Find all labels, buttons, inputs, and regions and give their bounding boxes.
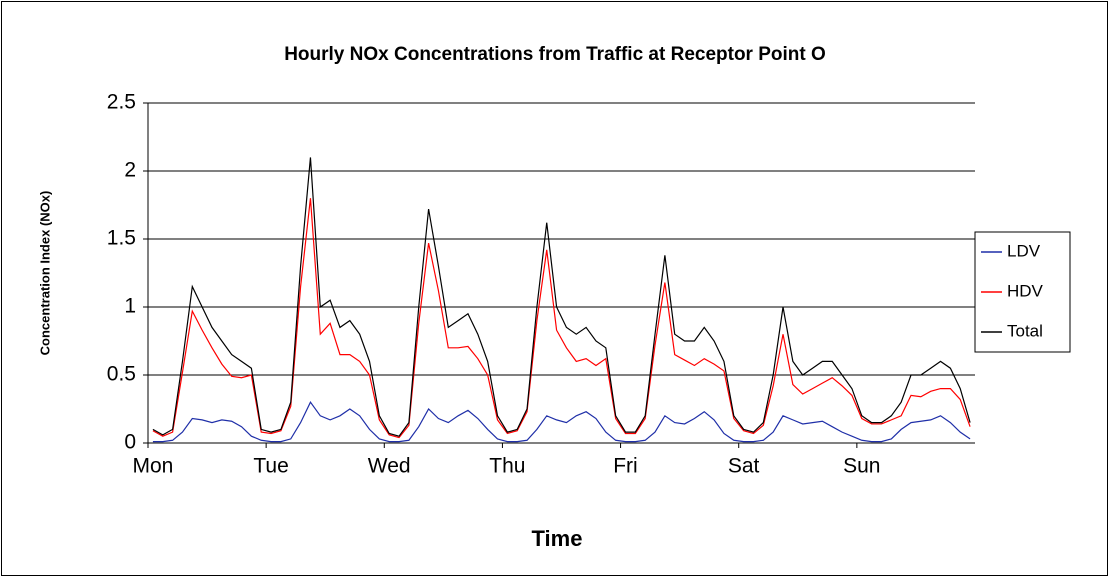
y-axis-title: Concentration Index (NOx) [37,191,52,356]
y-tick-label: 2.5 [107,91,136,114]
y-tick-label: 1.5 [107,227,136,250]
x-tick-label: Wed [368,455,411,478]
x-tick-label: Thu [489,455,525,478]
legend-label: HDV [1007,281,1044,300]
x-tick-label: Tue [253,455,288,478]
y-tick-label: 0.5 [107,363,136,386]
y-tick-label: 1 [124,295,136,318]
x-tick-label: Sun [843,455,880,478]
x-axis-title: Time [532,526,583,551]
x-tick-label: Sat [728,455,760,478]
series-line [152,401,971,443]
series-line [152,198,971,439]
x-tick-label: Fri [613,455,638,478]
y-tick-label: 2 [124,159,136,182]
x-tick-label: Mon [132,455,173,478]
chart-title: Hourly NOx Concentrations from Traffic a… [284,44,826,65]
legend-label: Total [1007,321,1043,340]
series-line [152,157,971,437]
y-tick-label: 0 [124,431,136,454]
legend-label: LDV [1007,241,1041,260]
